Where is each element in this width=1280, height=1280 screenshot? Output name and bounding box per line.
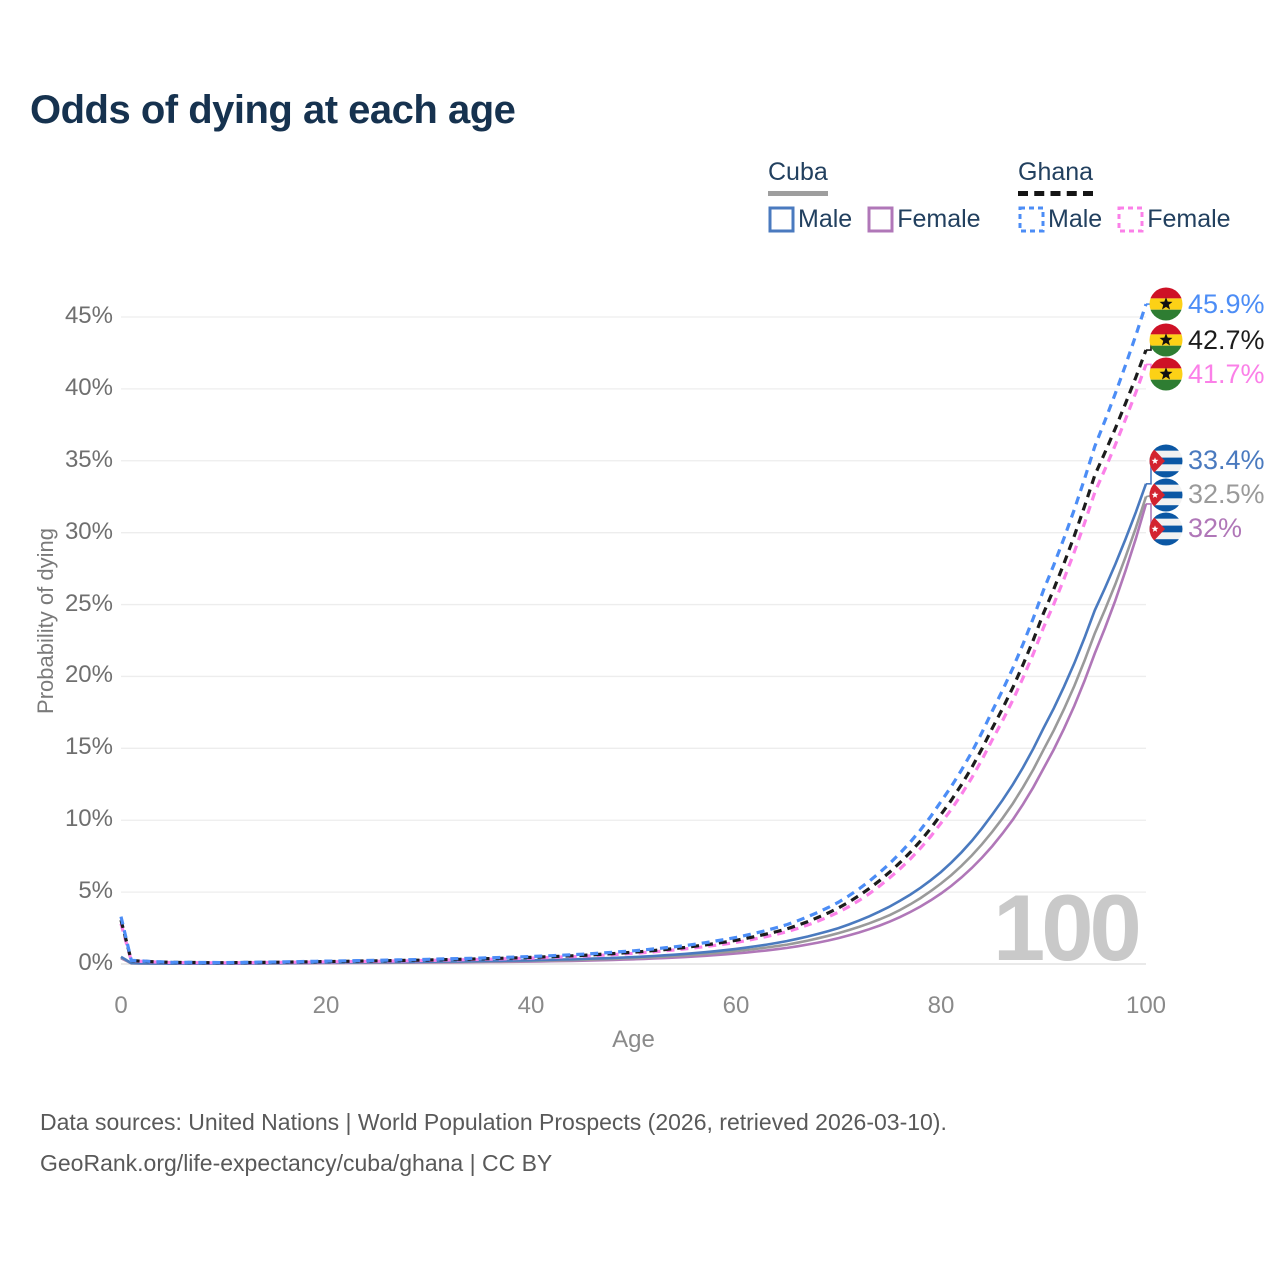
ghana-female-swatch-icon xyxy=(1117,206,1144,233)
x-tick-label: 80 xyxy=(927,992,955,1019)
ghana-flag-icon xyxy=(1149,287,1183,321)
y-tick-label: 40% xyxy=(64,373,113,401)
legend-country-ghana: Ghana xyxy=(1018,158,1094,196)
y-tick-label: 30% xyxy=(64,517,113,545)
cuba-flag-icon xyxy=(1149,512,1183,546)
ghana-flag-icon xyxy=(1149,323,1183,357)
end-label-value: 32.5% xyxy=(1188,479,1265,510)
end-label-ghana-male: 45.9% xyxy=(1149,286,1265,322)
y-tick-label: 15% xyxy=(64,733,113,761)
x-tick-label: 100 xyxy=(1125,992,1167,1019)
legend-item-cuba-male[interactable]: Male xyxy=(768,205,852,234)
series-line-cuba-female[interactable] xyxy=(120,503,1148,965)
legend-item-label: Male xyxy=(1048,205,1103,233)
y-tick-label: 25% xyxy=(64,589,113,617)
legend-country-cuba: Cuba xyxy=(768,158,828,196)
end-label-ghana-both: 42.7% xyxy=(1149,322,1265,358)
ghana-flag-icon xyxy=(1149,357,1183,391)
y-tick-label: 5% xyxy=(78,877,113,905)
y-tick-label: 35% xyxy=(64,445,113,473)
legend-item-ghana-female[interactable]: Female xyxy=(1117,205,1231,234)
legend-item-label: Female xyxy=(1147,205,1231,233)
end-label-value: 32% xyxy=(1188,513,1243,544)
end-label-value: 41.7% xyxy=(1188,358,1265,389)
end-label-cuba-female: 32% xyxy=(1149,511,1242,547)
end-label-cuba-male: 33.4% xyxy=(1149,443,1265,479)
legend-group-cuba: Cuba Male Female xyxy=(768,158,996,234)
x-tick-label: 60 xyxy=(722,992,750,1019)
chart-title: Odds of dying at each age xyxy=(30,88,516,132)
y-tick-label: 0% xyxy=(78,949,113,976)
cuba-flag-icon xyxy=(1149,478,1183,512)
y-tick-label: 45% xyxy=(64,302,113,329)
y-tick-label: 20% xyxy=(64,661,113,689)
series-line-ghana-both[interactable] xyxy=(119,349,1148,965)
series-line-ghana-male[interactable] xyxy=(119,303,1148,965)
legend-item-label: Male xyxy=(798,205,853,233)
x-tick-label: 0 xyxy=(114,992,128,1019)
y-tick-label: 10% xyxy=(64,805,113,833)
x-tick-label: 20 xyxy=(312,992,340,1019)
end-label-value: 45.9% xyxy=(1188,288,1265,319)
ghana-male-swatch-icon xyxy=(1018,206,1045,233)
legend-group-ghana: Ghana Male Female xyxy=(1018,158,1246,234)
x-tick-label: 40 xyxy=(517,992,545,1019)
cuba-female-swatch-icon xyxy=(867,206,894,233)
footer-link-line: GeoRank.org/life-expectancy/cuba/ghana |… xyxy=(40,1150,553,1176)
legend-item-cuba-female[interactable]: Female xyxy=(867,205,981,234)
footer: Data sources: United Nations | World Pop… xyxy=(40,1102,947,1184)
end-label-cuba-both: 32.5% xyxy=(1149,477,1265,513)
cuba-male-swatch-icon xyxy=(768,206,795,233)
x-axis-title: Age xyxy=(612,1026,655,1053)
y-axis-title: Probability of dying xyxy=(33,528,58,714)
footer-source-line: Data sources: United Nations | World Pop… xyxy=(40,1109,947,1135)
legend-item-ghana-male[interactable]: Male xyxy=(1018,205,1102,234)
legend-item-label: Female xyxy=(897,205,981,233)
series-line-ghana-female[interactable] xyxy=(119,363,1148,965)
cuba-flag-icon xyxy=(1149,444,1183,478)
end-label-value: 33.4% xyxy=(1188,445,1265,476)
end-label-ghana-female: 41.7% xyxy=(1149,356,1265,392)
end-label-value: 42.7% xyxy=(1188,324,1265,355)
